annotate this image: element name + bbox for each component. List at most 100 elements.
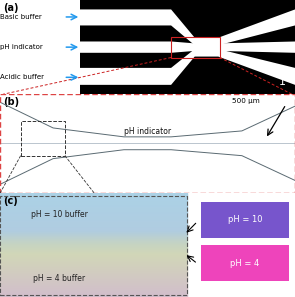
Bar (0, 195, 187, 196)
Bar (21, 121, 65, 156)
Bar (0, 272, 187, 273)
Bar (0, 289, 187, 290)
Bar (0, 196, 187, 197)
Bar (0, 288, 187, 289)
Text: Acidic buffer: Acidic buffer (0, 74, 44, 80)
Bar (0, 281, 187, 282)
Bar (0, 225, 187, 226)
Bar (0, 274, 187, 275)
Bar (0, 277, 187, 278)
Bar (0, 209, 187, 210)
Text: 1: 1 (279, 77, 286, 87)
Bar (0, 282, 187, 283)
Bar (0, 250, 187, 251)
Text: pH indicator: pH indicator (124, 127, 171, 136)
Text: pH = 10: pH = 10 (228, 215, 262, 224)
Bar (0, 224, 187, 225)
Bar (0, 215, 187, 216)
Bar (0, 273, 187, 274)
Bar (0, 201, 187, 202)
Bar (0, 217, 187, 218)
Bar (0, 294, 187, 295)
Bar (0, 200, 187, 201)
Bar (0, 204, 187, 205)
Bar (0, 242, 187, 243)
Bar (0, 251, 187, 252)
Bar (0, 278, 187, 279)
Text: (a): (a) (3, 3, 19, 13)
Bar (0, 222, 187, 223)
Bar (0, 248, 187, 249)
Bar (0, 286, 187, 287)
Bar (0, 252, 187, 253)
Bar (0, 212, 187, 213)
Bar (0, 293, 187, 294)
Bar (171, 37, 220, 58)
Bar (0, 240, 187, 241)
Bar (0, 210, 187, 211)
Bar (0, 269, 187, 270)
Bar (0, 218, 187, 219)
Bar (0, 279, 187, 280)
Bar (0, 245, 187, 246)
Bar (0, 239, 187, 240)
Bar (0, 260, 187, 261)
Bar (0, 232, 187, 233)
Bar (0, 238, 187, 239)
Bar (0, 213, 187, 214)
Bar (0, 287, 187, 288)
Bar (201, 202, 289, 238)
Bar (0, 259, 187, 260)
Bar (0, 235, 187, 236)
Bar (0, 283, 187, 284)
Bar (0, 290, 187, 291)
Bar (0, 264, 187, 265)
Bar (0, 229, 187, 230)
Text: pH = 4: pH = 4 (230, 259, 260, 268)
Bar (0, 193, 187, 194)
Bar (0, 296, 187, 297)
Bar (0, 241, 187, 242)
Bar (0, 214, 187, 215)
Bar (0, 253, 187, 254)
Text: pH = 10 buffer: pH = 10 buffer (31, 209, 87, 219)
Bar (0, 216, 187, 217)
Bar (0, 265, 187, 266)
Text: (b): (b) (3, 97, 19, 107)
Bar (0, 257, 187, 258)
Bar (0, 261, 187, 262)
Bar (0, 234, 187, 235)
Bar (0, 194, 187, 195)
Bar (0, 291, 187, 292)
Polygon shape (80, 49, 295, 85)
Bar (0, 256, 187, 257)
Bar (0, 228, 187, 229)
Bar (0, 196, 187, 295)
Bar (0, 295, 187, 296)
Bar (0, 226, 187, 227)
Bar (0, 198, 187, 199)
Bar (0, 208, 187, 209)
Text: 500 μm: 500 μm (232, 98, 260, 104)
Bar (0, 268, 187, 269)
Bar (0, 284, 187, 285)
Bar (0, 206, 187, 207)
Bar (0, 262, 187, 263)
Text: pH = 4 buffer: pH = 4 buffer (33, 274, 85, 283)
Bar (80, 0, 295, 94)
Bar (0, 266, 187, 267)
Bar (0, 255, 187, 256)
Bar (0, 276, 187, 277)
Text: pH indicator: pH indicator (0, 44, 43, 50)
Polygon shape (80, 10, 295, 45)
Bar (0, 231, 187, 232)
Bar (0, 280, 187, 281)
Bar (0, 221, 187, 222)
Bar (0, 267, 187, 268)
Bar (0, 230, 187, 231)
Bar (0, 219, 187, 220)
Bar (0, 233, 187, 234)
Bar (0, 246, 187, 247)
Bar (0, 211, 187, 212)
Bar (0, 271, 187, 272)
